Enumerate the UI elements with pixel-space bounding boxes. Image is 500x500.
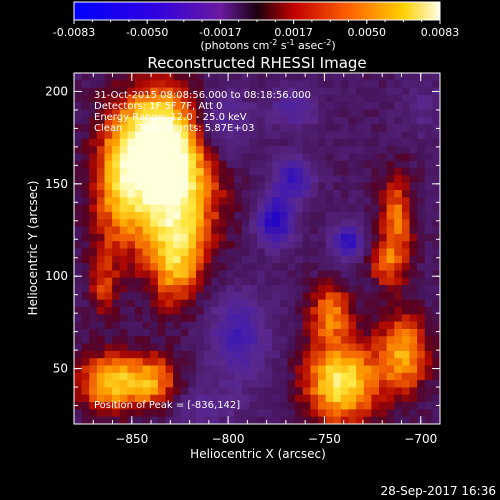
info-line-counts: Clean Total counts: 5.87E+03 (94, 123, 254, 134)
timestamp: 28-Sep-2017 16:36 (381, 484, 496, 498)
y-axis-label: Heliocentric Y (arcsec) (26, 181, 40, 316)
info-overlay: 31-Oct-2015 08:08:56.000 to 08:18:56.000… (94, 90, 311, 411)
colorbar-tick-labels: -0.0083 -0.0050 -0.0017 0.0017 0.0050 0.0083 (53, 26, 459, 39)
y-tick-label: 200 (45, 84, 68, 98)
y-tick-label: 50 (53, 362, 68, 376)
image-heatmap (74, 73, 440, 424)
colorbar: -0.0083 -0.0050 -0.0017 0.0017 0.0050 0.0083 … (53, 1, 459, 52)
axis-tick-marks (73, 72, 441, 425)
colorbar-tick-label: -0.0083 (53, 26, 95, 39)
x-tick-label: −800 (212, 432, 245, 446)
colorbar-tick-label: -0.0017 (199, 26, 241, 39)
colorbar-unit-label: (photons cm-2 s-1 asec-2) (200, 38, 335, 52)
x-tick-label: −750 (308, 432, 341, 446)
plot-frame (73, 72, 441, 425)
rhessi-image (73, 72, 441, 425)
colorbar-tick-label: 0.0083 (421, 26, 460, 39)
y-tick-labels: 50 100 150 200 (45, 84, 68, 375)
info-line-time: 31-Oct-2015 08:08:56.000 to 08:18:56.000 (94, 90, 311, 101)
y-tick-label: 100 (45, 269, 68, 283)
peak-position-label: Position of Peak = [-836,142] (94, 400, 240, 411)
info-line-detectors: Detectors: 1F 5F 7F, Att 0 (94, 101, 222, 112)
info-line-energy: Energy Range: 12.0 - 25.0 keV (94, 112, 247, 123)
x-tick-labels: −850 −800 −750 −700 (115, 432, 437, 446)
x-tick-label: −700 (404, 432, 437, 446)
colorbar-gradient (73, 1, 441, 21)
colorbar-tick-label: 0.0017 (274, 26, 313, 39)
image-title: Reconstructed RHESSI Image (147, 54, 366, 72)
y-tick-label: 150 (45, 177, 68, 191)
x-tick-label: −850 (115, 432, 148, 446)
colorbar-tick-label: -0.0050 (126, 26, 168, 39)
colorbar-tick-marks (73, 20, 441, 24)
x-axis-label: Heliocentric X (arcsec) (190, 447, 326, 461)
colorbar-tick-label: 0.0050 (348, 26, 387, 39)
